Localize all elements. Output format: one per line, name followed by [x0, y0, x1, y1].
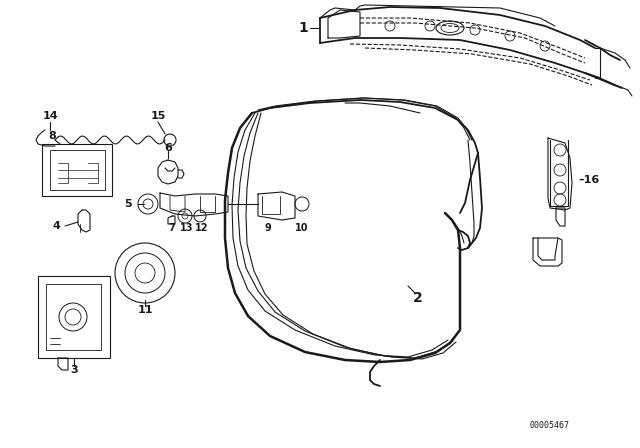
Text: 11: 11	[137, 305, 153, 315]
Text: 10: 10	[295, 223, 308, 233]
Text: 8: 8	[48, 131, 56, 141]
Text: 00005467: 00005467	[530, 421, 570, 430]
Text: 2: 2	[413, 291, 423, 305]
Text: 7: 7	[168, 223, 175, 233]
Text: 9: 9	[264, 223, 271, 233]
Bar	[50, 150, 105, 190]
Text: 15: 15	[150, 111, 166, 121]
Text: 1: 1	[298, 21, 308, 35]
Bar	[42, 144, 112, 196]
Text: 6: 6	[164, 143, 172, 153]
Text: 4: 4	[52, 221, 60, 231]
Text: –16: –16	[578, 175, 599, 185]
Text: 3: 3	[70, 365, 78, 375]
Text: 14: 14	[42, 111, 58, 121]
Bar	[38, 276, 110, 358]
Text: 12: 12	[195, 223, 209, 233]
Text: 5: 5	[124, 199, 132, 209]
Text: 13: 13	[180, 223, 194, 233]
Bar	[46, 284, 101, 350]
